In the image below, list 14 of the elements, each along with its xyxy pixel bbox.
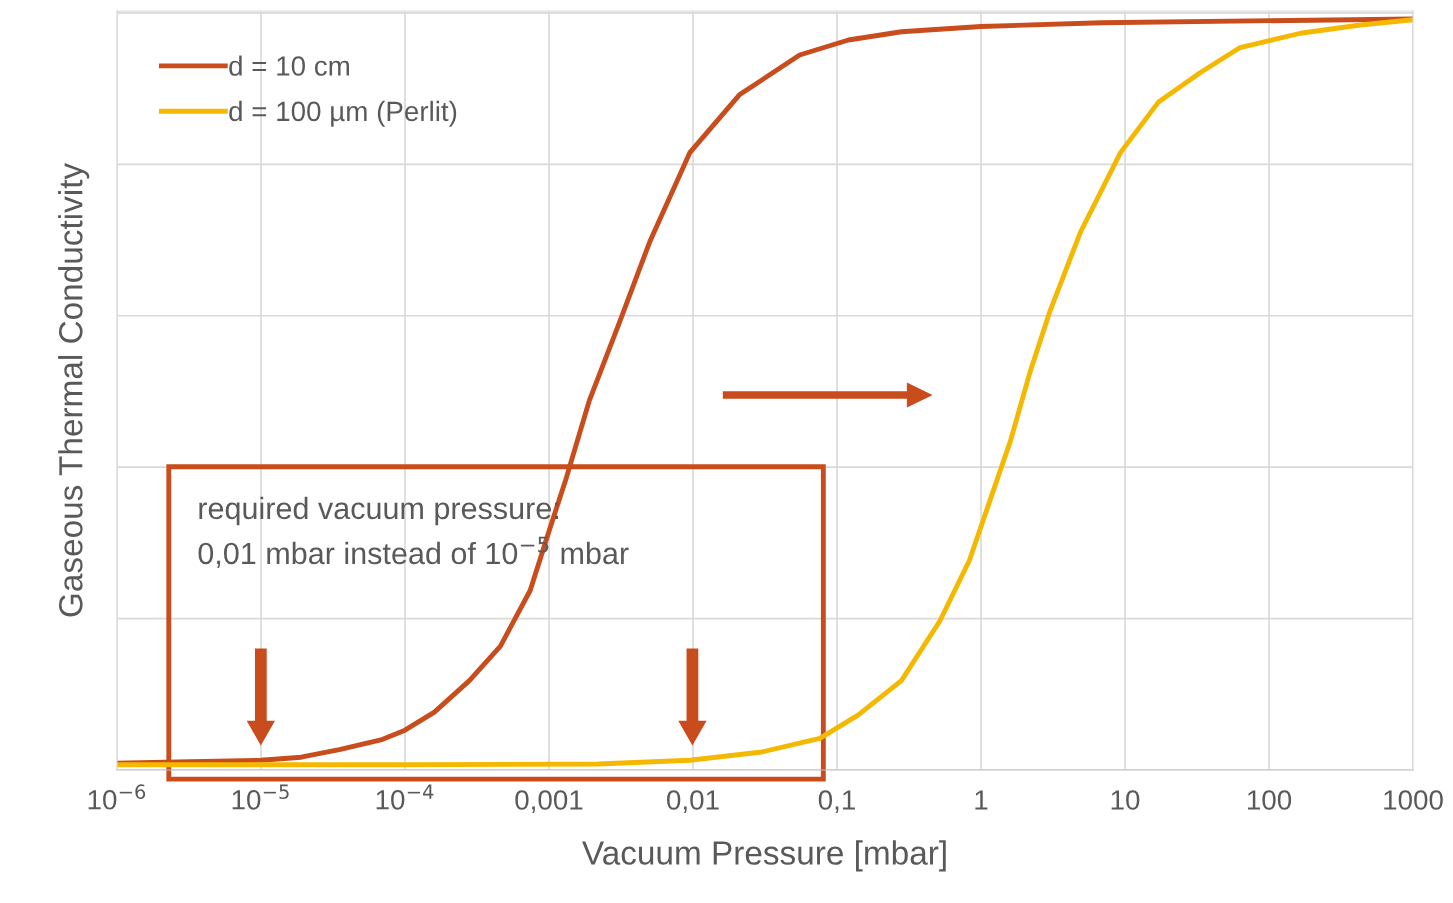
x-tick-label: 1000 bbox=[1384, 790, 1443, 810]
x-tick-label: 10$^{−4}$ bbox=[376, 784, 434, 810]
legend-label: d = 100 µm (Perlit) bbox=[229, 100, 457, 127]
x-tick-label: 0,001 bbox=[515, 790, 583, 814]
x-tick-label: 10$^{−6}$ bbox=[88, 784, 146, 810]
x-tick-label: 0,1 bbox=[818, 790, 855, 814]
x-tick-label: 10$^{−5}$ bbox=[232, 784, 289, 810]
legend-label: d = 10 cm bbox=[229, 55, 349, 76]
x-tick-label: 1 bbox=[975, 790, 988, 810]
y-axis-title: Gaseous Thermal Conductivity bbox=[58, 162, 90, 617]
x-tick-label: 0,01 bbox=[667, 790, 719, 814]
x-tick-label: 100 bbox=[1247, 790, 1292, 810]
x-tick-label: 10 bbox=[1111, 790, 1140, 810]
x-axis-title: Vacuum Pressure [mbar] bbox=[582, 840, 946, 872]
